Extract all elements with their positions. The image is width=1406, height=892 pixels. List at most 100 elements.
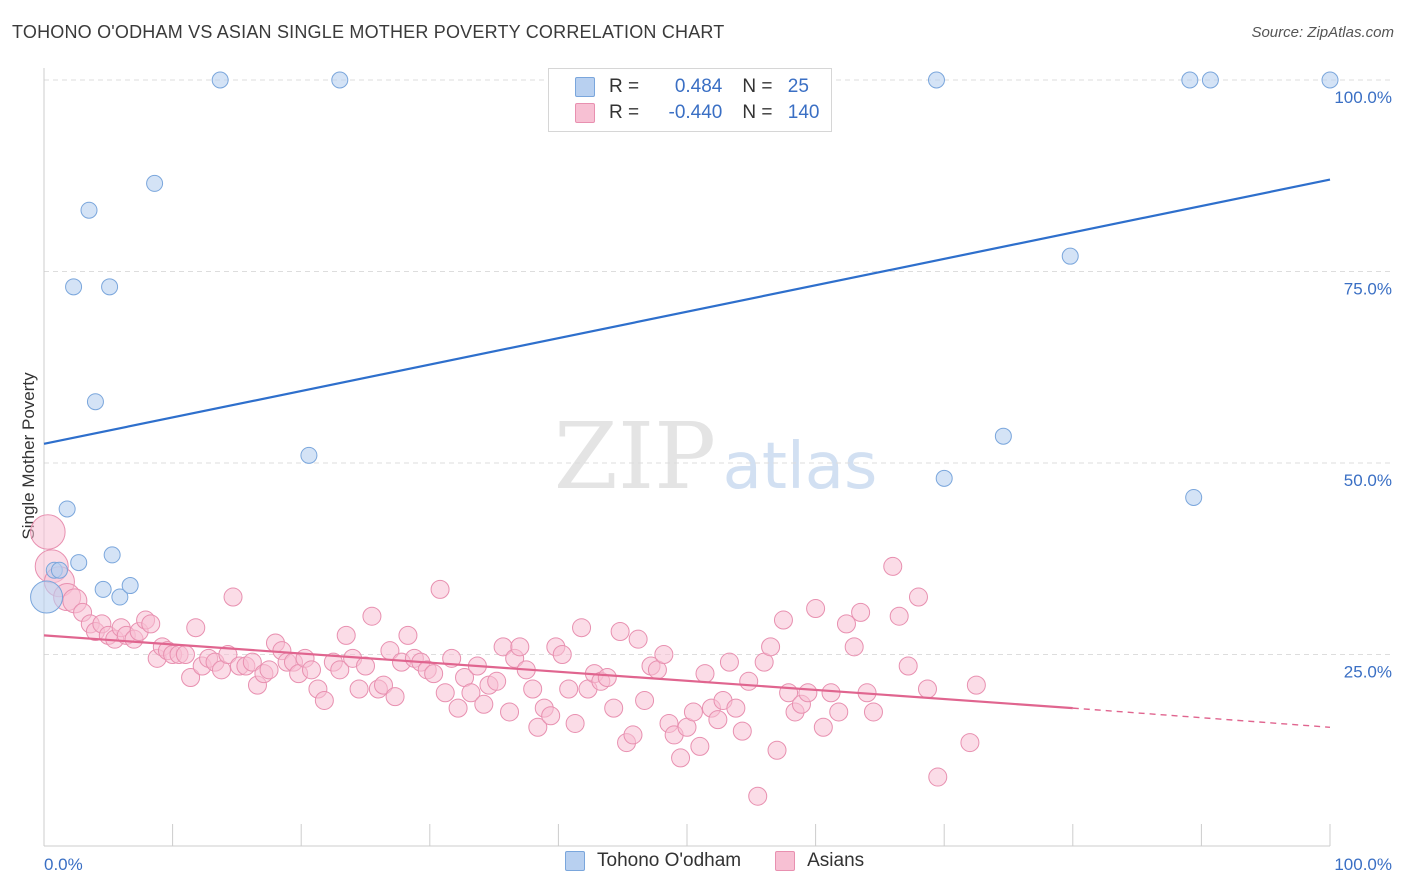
asian-point <box>30 514 66 550</box>
tohono-point <box>331 71 349 89</box>
asian-point <box>960 733 980 753</box>
y-tick-label: 50.0% <box>1344 471 1392 490</box>
legend-r-value: 0.484 <box>674 76 723 97</box>
asian-point <box>552 645 572 664</box>
tohono-point <box>50 561 68 579</box>
asian-point <box>623 725 643 745</box>
asian-point <box>430 579 450 599</box>
tohono-point <box>1181 71 1199 89</box>
asian-point <box>336 625 356 645</box>
asian-point <box>461 683 481 703</box>
asian-point <box>175 645 195 664</box>
tohono-point <box>146 174 164 192</box>
tohono-point <box>1321 71 1339 89</box>
asian-trend-extension <box>1072 707 1331 728</box>
legend-item-label: Tohono O'odham <box>597 850 742 871</box>
asian-point <box>773 610 793 630</box>
tohono-point <box>300 446 318 464</box>
asian-point <box>726 698 746 718</box>
tohono-point <box>1061 247 1079 265</box>
asian-point <box>523 679 543 699</box>
asian-point <box>851 602 871 622</box>
asian-point <box>374 675 394 695</box>
asian-point <box>435 683 455 703</box>
asian-point <box>732 721 752 741</box>
chart-title: TOHONO O'ODHAM VS ASIAN SINGLE MOTHER PO… <box>12 22 725 42</box>
tohono-trend-line <box>43 178 1331 445</box>
asian-point <box>356 656 375 676</box>
asian-trend-line <box>43 634 1073 710</box>
asian-point <box>739 671 759 691</box>
source-label: Source: ZipAtlas.com <box>1251 24 1394 41</box>
watermark-atlas: atlas <box>723 430 878 504</box>
asian-point <box>708 710 728 730</box>
tohono-point <box>80 201 98 219</box>
y-tick-label: 75.0% <box>1344 280 1392 299</box>
tohono-point <box>211 71 229 89</box>
asian-point <box>362 606 382 626</box>
series-legend: Tohono O'odham Asians <box>565 850 898 872</box>
asian-point <box>635 690 655 710</box>
tohono-point <box>30 580 64 614</box>
asian-point <box>908 587 928 607</box>
asian-point <box>448 698 468 718</box>
legend-item-asians: Asians <box>775 850 864 872</box>
asian-point <box>474 694 494 714</box>
legend-item-label: Asians <box>807 850 865 871</box>
legend-r-label: R = <box>609 102 645 123</box>
tohono-point <box>103 546 121 564</box>
legend-row-asians: R = -0.440 N = 140 <box>575 100 819 126</box>
asian-point <box>898 656 918 676</box>
asian-point <box>671 748 691 768</box>
asian-point <box>565 713 585 733</box>
asian-point <box>487 671 507 691</box>
asian-point <box>223 587 243 607</box>
asian-point <box>604 698 624 718</box>
y-tick-label: 100.0% <box>1334 88 1392 107</box>
tohono-point <box>1201 71 1219 89</box>
tohono-point <box>65 278 83 296</box>
asian-point <box>917 679 937 699</box>
y-tick-label: 25.0% <box>1344 663 1392 682</box>
asian-point <box>385 687 405 707</box>
legend-r-value: -0.440 <box>668 102 723 123</box>
asian-point <box>767 740 787 760</box>
legend-row-tohono: R = 0.484 N = 25 <box>575 74 809 100</box>
asian-point <box>719 652 739 672</box>
legend-n-value: 140 <box>787 102 820 123</box>
asian-point <box>654 645 674 664</box>
tohono-point <box>927 71 945 89</box>
asian-point <box>528 717 548 737</box>
legend-n-label: N = <box>742 102 778 123</box>
tohono-point <box>70 554 88 572</box>
tohono-swatch <box>565 851 585 871</box>
legend-item-tohono: Tohono O'odham <box>565 850 741 872</box>
asian-point <box>559 679 579 699</box>
tohono-point <box>994 427 1012 445</box>
asian-point <box>301 660 321 680</box>
legend-n-value: 25 <box>787 76 809 97</box>
tohono-point <box>121 577 139 595</box>
asian-point <box>510 637 530 657</box>
asian-point <box>628 629 648 649</box>
asian-point <box>186 618 206 638</box>
asian-point <box>218 645 238 664</box>
asian-point <box>597 667 617 687</box>
watermark-zip: ZIP <box>554 403 716 510</box>
asian-point <box>141 614 161 634</box>
correlation-legend: R = 0.484 N = 25 R = -0.440 N = 140 <box>548 68 832 132</box>
asian-point <box>813 717 833 737</box>
tohono-point <box>111 588 129 606</box>
asian-point <box>798 683 818 703</box>
asian-point <box>314 690 334 710</box>
asian-point <box>572 618 592 638</box>
asian-point <box>330 660 350 680</box>
asian-point <box>863 702 883 722</box>
y-axis-title: Single Mother Poverty <box>19 372 38 540</box>
asian-point <box>883 556 903 576</box>
asian-point <box>844 637 864 657</box>
asian-point <box>829 702 849 722</box>
tohono-point <box>94 580 112 598</box>
asians-swatch <box>575 103 595 123</box>
